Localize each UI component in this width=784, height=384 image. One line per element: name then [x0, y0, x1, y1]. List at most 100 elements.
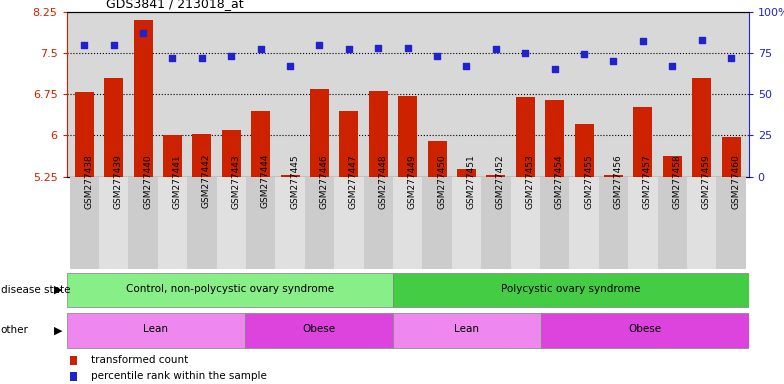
Text: GSM277456: GSM277456 [613, 154, 622, 209]
Point [489, 46, 502, 53]
Bar [575, 124, 593, 177]
Bar [192, 134, 212, 177]
Bar [245, 313, 393, 348]
Bar [541, 313, 749, 348]
Bar [628, 177, 658, 269]
Bar [334, 177, 364, 269]
Text: GSM277447: GSM277447 [349, 154, 358, 209]
Bar [99, 177, 129, 269]
Text: GSM277460: GSM277460 [731, 154, 740, 209]
Point [107, 41, 120, 48]
Point [666, 63, 678, 69]
Bar [246, 177, 275, 269]
Text: Polycystic ovary syndrome: Polycystic ovary syndrome [501, 284, 641, 294]
Bar [486, 175, 506, 177]
Text: GSM277445: GSM277445 [290, 154, 299, 209]
Bar [393, 273, 749, 307]
Text: GSM277439: GSM277439 [114, 154, 122, 209]
Bar [717, 177, 746, 269]
Bar [70, 356, 77, 365]
Point [254, 46, 267, 53]
Text: disease state: disease state [1, 285, 71, 295]
Text: GSM277454: GSM277454 [554, 154, 564, 209]
Point [136, 30, 149, 36]
Text: GSM277440: GSM277440 [143, 154, 152, 209]
Bar [721, 137, 741, 177]
Bar [516, 97, 535, 177]
Bar [393, 313, 541, 348]
Bar [310, 89, 329, 177]
Point [548, 66, 561, 73]
Point [519, 50, 532, 56]
Text: GSM277457: GSM277457 [643, 154, 652, 209]
Text: GSM277442: GSM277442 [201, 154, 211, 209]
Text: ▶: ▶ [54, 285, 63, 295]
Text: Lean: Lean [143, 324, 168, 334]
Bar [633, 107, 652, 177]
Text: Control, non-polycystic ovary syndrome: Control, non-polycystic ovary syndrome [125, 284, 334, 294]
Bar [481, 177, 510, 269]
Point [195, 55, 208, 61]
Text: Obese: Obese [628, 324, 662, 334]
Text: transformed count: transformed count [90, 356, 187, 366]
Bar [339, 111, 358, 177]
Bar [599, 177, 628, 269]
Bar [510, 177, 540, 269]
Text: ▶: ▶ [54, 325, 63, 335]
Point [78, 41, 90, 48]
Bar [275, 177, 305, 269]
Bar [398, 96, 417, 177]
Text: GSM277450: GSM277450 [437, 154, 446, 209]
Bar [70, 372, 77, 381]
Point [343, 46, 355, 53]
Bar [662, 156, 682, 177]
Bar [658, 177, 687, 269]
Text: GSM277448: GSM277448 [378, 154, 387, 209]
Bar [281, 175, 299, 177]
Text: Lean: Lean [455, 324, 480, 334]
Text: GSM277458: GSM277458 [672, 154, 681, 209]
Text: GSM277449: GSM277449 [408, 154, 416, 209]
Bar [687, 177, 717, 269]
Point [578, 51, 590, 58]
Text: GSM277444: GSM277444 [260, 154, 270, 209]
Point [430, 53, 443, 59]
Text: Obese: Obese [302, 324, 336, 334]
Text: GSM277441: GSM277441 [172, 154, 181, 209]
Bar [305, 177, 334, 269]
Point [607, 58, 619, 64]
Bar [104, 78, 123, 177]
Bar [452, 177, 481, 269]
Point [225, 53, 238, 59]
Point [724, 55, 737, 61]
Bar [364, 177, 393, 269]
Bar [692, 78, 711, 177]
Point [372, 45, 384, 51]
Text: GSM277451: GSM277451 [466, 154, 475, 209]
Bar [70, 177, 99, 269]
Bar [368, 91, 388, 177]
Bar [569, 177, 599, 269]
Text: GSM277453: GSM277453 [525, 154, 534, 209]
Point [637, 38, 649, 44]
Text: other: other [1, 325, 29, 335]
Bar [540, 177, 569, 269]
Bar [187, 177, 216, 269]
Bar [129, 177, 158, 269]
Text: percentile rank within the sample: percentile rank within the sample [90, 371, 267, 381]
Bar [158, 177, 187, 269]
Bar [133, 20, 153, 177]
Bar [251, 111, 270, 177]
Bar [67, 313, 245, 348]
Bar [163, 136, 182, 177]
Bar [393, 177, 423, 269]
Bar [427, 141, 447, 177]
Point [313, 41, 325, 48]
Point [460, 63, 473, 69]
Bar [545, 99, 564, 177]
Text: GSM277438: GSM277438 [85, 154, 93, 209]
Bar [67, 273, 393, 307]
Point [166, 55, 179, 61]
Bar [222, 130, 241, 177]
Bar [423, 177, 452, 269]
